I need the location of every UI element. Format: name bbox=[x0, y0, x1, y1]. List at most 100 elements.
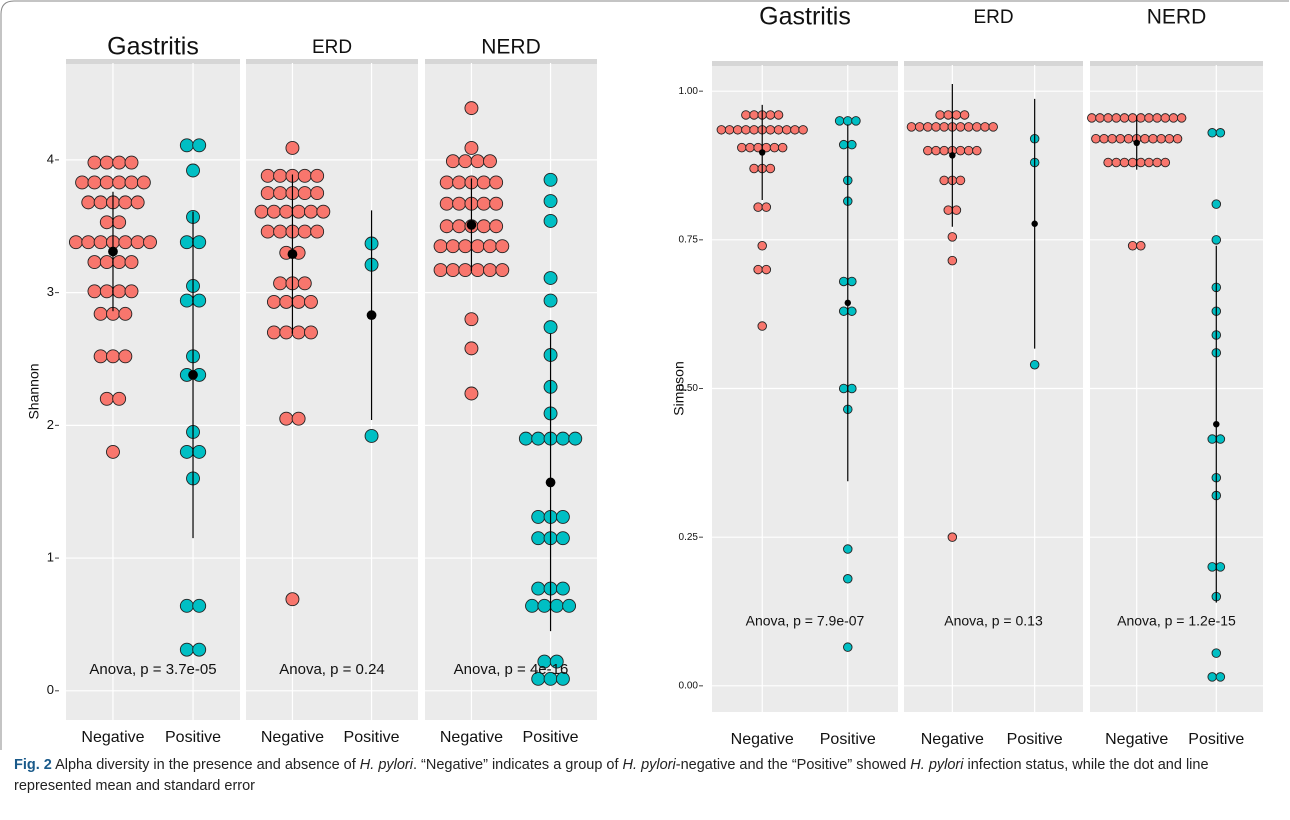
dot bbox=[531, 509, 546, 524]
dot bbox=[1211, 235, 1222, 245]
dot bbox=[834, 116, 845, 126]
dot bbox=[316, 204, 331, 219]
y-tick-label: 0 bbox=[47, 682, 54, 697]
dot bbox=[476, 219, 491, 234]
dot bbox=[93, 195, 108, 210]
dot bbox=[939, 122, 949, 132]
panel-strip bbox=[904, 61, 1083, 66]
dot bbox=[279, 294, 294, 309]
dot bbox=[439, 175, 454, 190]
dot bbox=[847, 139, 857, 150]
caption: Fig. 2 Alpha diversity in the presence a… bbox=[14, 755, 1276, 797]
x-tick-label: Positive bbox=[820, 731, 876, 748]
mean-dot bbox=[466, 220, 477, 230]
dot bbox=[931, 122, 941, 132]
dot bbox=[1152, 157, 1162, 168]
panel-background bbox=[66, 63, 240, 720]
dot bbox=[291, 325, 306, 340]
dot bbox=[310, 168, 325, 183]
dot bbox=[1111, 113, 1122, 123]
dot bbox=[179, 598, 194, 613]
dot bbox=[124, 255, 139, 270]
dot bbox=[761, 264, 772, 275]
dot bbox=[273, 186, 288, 201]
dot bbox=[947, 255, 958, 266]
dot bbox=[1115, 133, 1126, 144]
mean-dot bbox=[844, 299, 852, 307]
y-tick-label: 1.00 bbox=[679, 86, 699, 97]
dot bbox=[266, 204, 281, 219]
x-tick-label: Positive bbox=[1007, 731, 1063, 748]
dot bbox=[749, 110, 759, 120]
dot bbox=[75, 175, 90, 190]
x-tick-label: Negative bbox=[81, 729, 144, 746]
dot bbox=[1211, 648, 1222, 658]
dot bbox=[753, 264, 763, 275]
dot bbox=[757, 241, 767, 251]
dot bbox=[93, 349, 108, 364]
dot bbox=[847, 383, 857, 394]
dot bbox=[843, 116, 853, 126]
dot bbox=[130, 195, 145, 210]
dot bbox=[543, 213, 558, 228]
x-tick-label: Negative bbox=[1105, 731, 1168, 748]
facet-title: ERD bbox=[312, 37, 352, 58]
dot bbox=[279, 325, 294, 340]
dot bbox=[87, 284, 102, 299]
dot bbox=[99, 391, 114, 406]
dot bbox=[765, 125, 776, 135]
dot bbox=[254, 204, 269, 219]
dot bbox=[1107, 133, 1117, 144]
dot bbox=[745, 142, 755, 153]
dot bbox=[1119, 157, 1130, 168]
dot bbox=[549, 654, 564, 669]
dot bbox=[947, 232, 958, 242]
dot bbox=[495, 263, 510, 278]
y-tick-label: 2 bbox=[47, 417, 54, 432]
dot bbox=[1136, 241, 1146, 251]
dot bbox=[531, 531, 546, 546]
dot bbox=[1091, 133, 1101, 144]
annotation: Anova, p = 1.2e-15 bbox=[1117, 613, 1236, 629]
dot bbox=[266, 325, 281, 340]
dot bbox=[273, 224, 288, 239]
facet-title: Gastritis bbox=[759, 3, 851, 31]
dot bbox=[955, 145, 966, 156]
dot bbox=[464, 386, 479, 401]
dot bbox=[951, 205, 962, 215]
dot bbox=[555, 671, 570, 686]
dot bbox=[1029, 359, 1040, 370]
dot bbox=[445, 263, 460, 278]
caption-text: infection status, while the dot and line… bbox=[14, 757, 1209, 794]
dot bbox=[1144, 113, 1154, 123]
dot bbox=[939, 145, 949, 156]
dot bbox=[476, 196, 491, 211]
dot bbox=[765, 163, 776, 174]
dot bbox=[955, 175, 966, 186]
caption-text: Alpha diversity in the presence and abse… bbox=[51, 757, 360, 773]
dot bbox=[458, 239, 473, 254]
dot bbox=[476, 175, 491, 190]
dot bbox=[843, 574, 853, 584]
dot bbox=[81, 195, 96, 210]
dot bbox=[1160, 157, 1171, 168]
dot bbox=[543, 293, 558, 308]
dot bbox=[464, 341, 479, 356]
dot bbox=[716, 125, 727, 135]
dot bbox=[838, 383, 849, 394]
dot bbox=[1215, 128, 1226, 138]
dot bbox=[297, 186, 312, 201]
dot bbox=[555, 531, 570, 546]
dot bbox=[543, 320, 558, 335]
caption-italic: H. pylori bbox=[359, 757, 413, 773]
y-tick-label: 0.75 bbox=[679, 234, 699, 245]
dot bbox=[489, 196, 504, 211]
dot bbox=[304, 325, 318, 340]
dot bbox=[143, 235, 157, 250]
caption-italic: H. pylori bbox=[622, 757, 676, 773]
dot bbox=[93, 306, 108, 321]
dot bbox=[518, 431, 533, 446]
dot bbox=[1211, 199, 1222, 209]
dot bbox=[1095, 113, 1105, 123]
mean-dot bbox=[1133, 139, 1140, 147]
